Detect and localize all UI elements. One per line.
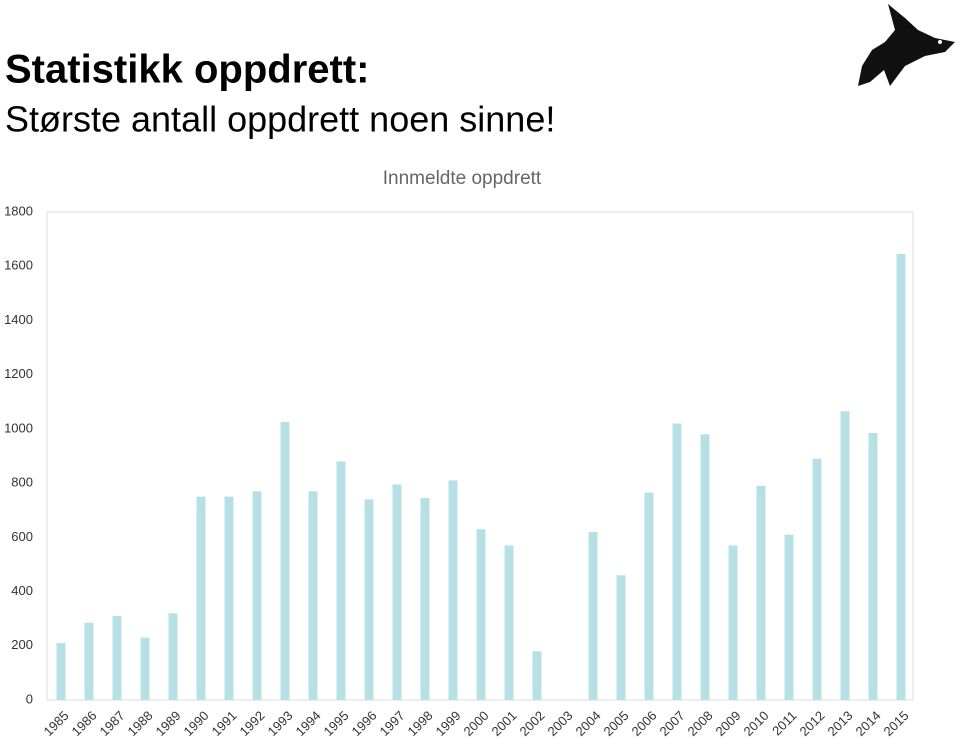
x-tick-label: 2005 xyxy=(600,708,631,739)
bar xyxy=(420,498,430,700)
bar xyxy=(476,529,486,700)
bar xyxy=(84,622,94,700)
bar xyxy=(168,613,178,700)
x-tick-label: 2006 xyxy=(628,708,659,739)
y-tick-label: 1600 xyxy=(4,258,33,273)
y-tick-label: 1800 xyxy=(4,203,33,218)
bar xyxy=(840,411,850,700)
x-tick-label: 1988 xyxy=(124,708,155,739)
x-tick-label: 2007 xyxy=(656,708,687,739)
bar xyxy=(504,545,514,700)
x-tick-label: 1994 xyxy=(292,708,323,739)
bar xyxy=(672,423,682,700)
x-tick-label: 1990 xyxy=(180,708,211,739)
x-tick-label: 2004 xyxy=(572,708,603,739)
x-tick-label: 1986 xyxy=(68,708,99,739)
y-tick-label: 200 xyxy=(11,637,33,652)
bar xyxy=(532,651,542,700)
bar xyxy=(252,491,262,700)
x-tick-label: 2008 xyxy=(684,708,715,739)
bar xyxy=(784,534,794,700)
bar xyxy=(308,491,318,700)
chart-title: Innmeldte oppdrett xyxy=(383,168,542,189)
slide-subtitle: Største antall oppdrett noen sinne! xyxy=(5,99,555,140)
x-tick-label: 1996 xyxy=(348,708,379,739)
x-tick-label: 1999 xyxy=(432,708,463,739)
bar xyxy=(56,643,66,700)
y-tick-label: 600 xyxy=(11,529,33,544)
bar xyxy=(616,575,626,700)
bar xyxy=(280,422,290,700)
y-tick-label: 1200 xyxy=(4,366,33,381)
x-tick-label: 2013 xyxy=(824,708,855,739)
x-tick-label: 2015 xyxy=(880,708,911,739)
bar xyxy=(112,615,122,700)
bar xyxy=(896,254,906,700)
bar xyxy=(140,637,150,700)
x-tick-label: 1993 xyxy=(264,708,295,739)
bar xyxy=(728,545,738,700)
bar xyxy=(588,531,598,700)
x-tick-label: 1987 xyxy=(96,708,127,739)
bar xyxy=(224,496,234,700)
x-tick-label: 1989 xyxy=(152,708,183,739)
x-tick-label: 2011 xyxy=(769,708,799,738)
bar xyxy=(700,434,710,700)
x-tick-label: 1985 xyxy=(40,708,71,739)
y-tick-label: 400 xyxy=(11,583,33,598)
bar xyxy=(644,492,654,700)
y-tick-label: 0 xyxy=(26,691,33,706)
y-tick-label: 800 xyxy=(11,475,33,490)
bar xyxy=(868,432,878,700)
x-tick-label: 2009 xyxy=(712,708,743,739)
x-tick-label: 1992 xyxy=(236,708,267,739)
x-tick-label: 2012 xyxy=(796,708,827,739)
x-tick-label: 1997 xyxy=(376,708,407,739)
x-tick-label: 2003 xyxy=(544,708,575,739)
x-tick-label: 1995 xyxy=(320,708,351,739)
x-tick-label: 2000 xyxy=(460,708,491,739)
fish-icon xyxy=(858,4,955,86)
x-tick-label: 1991 xyxy=(208,708,239,739)
x-tick-label: 2014 xyxy=(852,708,883,739)
x-tick-label: 2001 xyxy=(488,708,519,739)
bar xyxy=(756,485,766,700)
x-tick-label: 1998 xyxy=(404,708,435,739)
bar xyxy=(448,480,458,700)
bar xyxy=(812,458,822,700)
bar xyxy=(196,496,206,700)
slide-title: Statistikk oppdrett: xyxy=(5,48,369,92)
y-tick-label: 1000 xyxy=(4,420,33,435)
x-tick-label: 2002 xyxy=(516,708,547,739)
bar xyxy=(364,499,374,700)
y-tick-label: 1400 xyxy=(4,312,33,327)
x-tick-label: 2010 xyxy=(740,708,771,739)
bar xyxy=(336,461,346,700)
bar xyxy=(392,484,402,700)
